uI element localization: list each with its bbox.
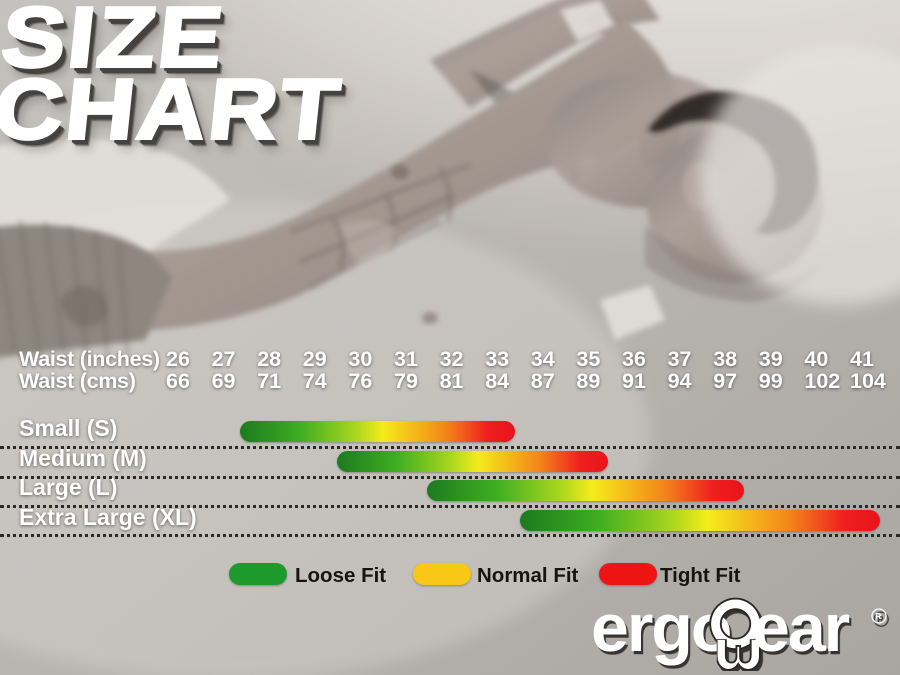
svg-text:ergo: ergo xyxy=(591,590,730,666)
svg-text:ear: ear xyxy=(752,590,850,666)
svg-text:R: R xyxy=(875,611,881,621)
